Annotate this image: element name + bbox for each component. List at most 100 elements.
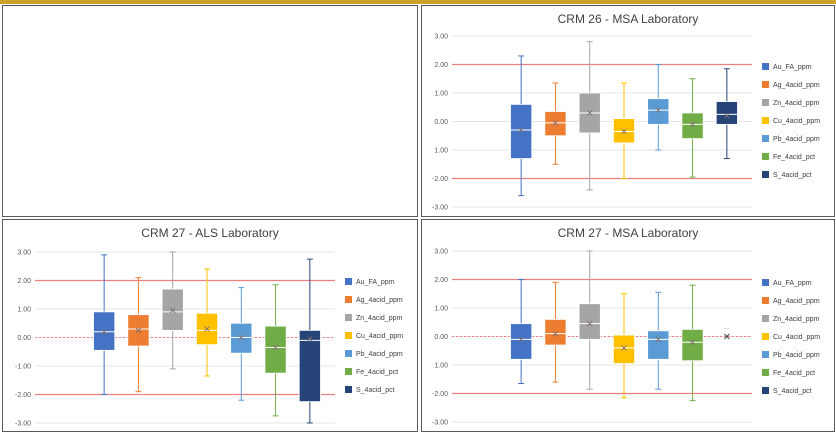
mean-marker [135,327,142,334]
box-zn-4acid-ppm [578,41,601,191]
box-au-fa-ppm [510,55,533,197]
box-body [161,288,184,331]
legend-label: Fe_4acid_pct [773,154,815,161]
legend-label: Au_FA_ppm [356,279,395,286]
mean-marker [552,120,559,126]
box-ag-4acid-ppm [127,277,150,393]
legend-swatch [762,333,769,340]
mean-marker [101,328,107,335]
box-cu-4acid-ppm [612,293,636,399]
chart-panel-crm26-msa: CRM 26 - MSA Laboratory 3.00 2.00 1.00 0.00… [421,5,835,217]
box-ag-4acid-ppm [544,82,567,165]
y-tick-label: 1.00 [17,307,31,314]
legend-swatch [345,296,352,303]
y-tick-label: -3.00 [432,420,448,427]
box-body [647,98,670,125]
mean-marker [307,336,313,342]
legend-swatch [762,171,769,178]
legend-label: S_4acid_pct [356,387,395,394]
y-tick-label: -2.00 [432,176,448,183]
mean-marker [518,127,524,133]
legend-label: Fe_4acid_pct [773,370,815,377]
chart-svg: 3.00 2.00 1.00 0.00 1.00 -2.00 -3.00 Au_FA_ppm A… [432,34,820,212]
legend-swatch [345,350,352,357]
legend-swatch [762,99,769,106]
legend-label: Cu_4acid_ppm [773,118,820,125]
mean-marker [724,333,730,340]
y-tick-label: 0.00 [434,119,448,126]
box-body [612,118,636,144]
box-body [510,104,533,159]
y-tick-label: 2.00 [434,277,448,284]
box-body [264,325,287,374]
box-pb-4acid-ppm [647,291,670,390]
y-tick-label: 1.00 [434,91,448,98]
box-body [510,323,533,360]
mean-marker [272,344,279,351]
legend-label: S_4acid_pct [773,388,812,395]
legend-label: Pb_4acid_ppm [356,351,403,358]
mean-marker [621,345,627,351]
legend-swatch [762,135,769,142]
chart-panel-crm27-msa: CRM 27 - MSA Laboratory 3.00 2.00 1.00 0.00… [421,219,835,432]
y-tick-label: -2.00 [15,392,31,399]
box-body [681,328,704,362]
legend-label: Zn_4acid_ppm [773,316,819,323]
y-tick-label: 1.00 [434,363,448,370]
mean-marker [689,121,696,128]
y-tick-label: 0.00 [17,335,31,342]
mean-marker [724,112,730,119]
legend-label: S_4acid_pct [773,172,812,179]
y-tick-label: 3.00 [434,34,448,41]
chart-panel-crm27-als: CRM 27 - ALS Laboratory 3.00 2.00 1.00 0.00… [2,219,418,432]
y-tick-label: -3.00 [432,205,448,212]
box-s-4acid-pct [715,68,738,160]
mean-marker [169,307,176,314]
box-body [544,111,567,137]
chart-title: CRM 27 - MSA Laboratory [557,226,699,240]
box-pb-4acid-ppm [230,287,253,401]
chart-title: CRM 26 - MSA Laboratory [557,12,699,26]
mean-marker [655,107,662,113]
legend-swatch [762,351,769,358]
box-pb-4acid-ppm [647,64,670,151]
y-tick-label: 1.00 [434,306,448,313]
legend-label: Pb_4acid_ppm [773,352,820,359]
legend-swatch [762,153,769,160]
mean-marker [655,336,662,343]
box-cu-4acid-ppm [195,268,219,377]
legend-swatch [762,315,769,322]
legend-swatch [345,332,352,339]
box-ag-4acid-ppm [544,281,567,383]
box-au-fa-ppm [93,254,116,395]
legend-label: Zn_4acid_ppm [773,100,819,107]
box-body [612,334,636,364]
box-au-fa-ppm [510,279,533,385]
box-body [544,319,567,346]
legend-swatch [762,369,769,376]
mean-marker [621,128,627,135]
y-tick-label: 2.00 [17,278,31,285]
chart-svg: 3.00 2.00 1.00 0.00 -1.00 -2.00 -3.00 Au_FA_ppm… [15,250,403,428]
legend-swatch [762,297,769,304]
legend-label: Zn_4acid_ppm [356,315,402,322]
box-fe-4acid-pct [264,284,287,417]
box-body [647,330,670,360]
y-tick-label: -2.00 [432,391,448,398]
legend-label: Pb_4acid_ppm [773,136,820,143]
box-body [715,101,738,125]
box-body [578,303,601,340]
legend-label: Ag_4acid_ppm [356,297,403,304]
box-body [230,322,253,354]
y-tick-label: 1.00 [434,148,448,155]
chart-svg: 3.00 2.00 1.00 0.00 1.00 -2.00 -3.00 Au_FA_ppm A… [432,249,820,427]
legend-label: Cu_4acid_ppm [773,334,820,341]
legend-swatch [345,368,352,375]
mean-marker [689,339,696,346]
legend-label: Au_FA_ppm [773,280,812,287]
legend-swatch [762,81,769,88]
mean-marker [586,110,593,116]
legend-swatch [762,117,769,124]
box-body [681,112,704,139]
y-tick-label: 0.00 [434,334,448,341]
